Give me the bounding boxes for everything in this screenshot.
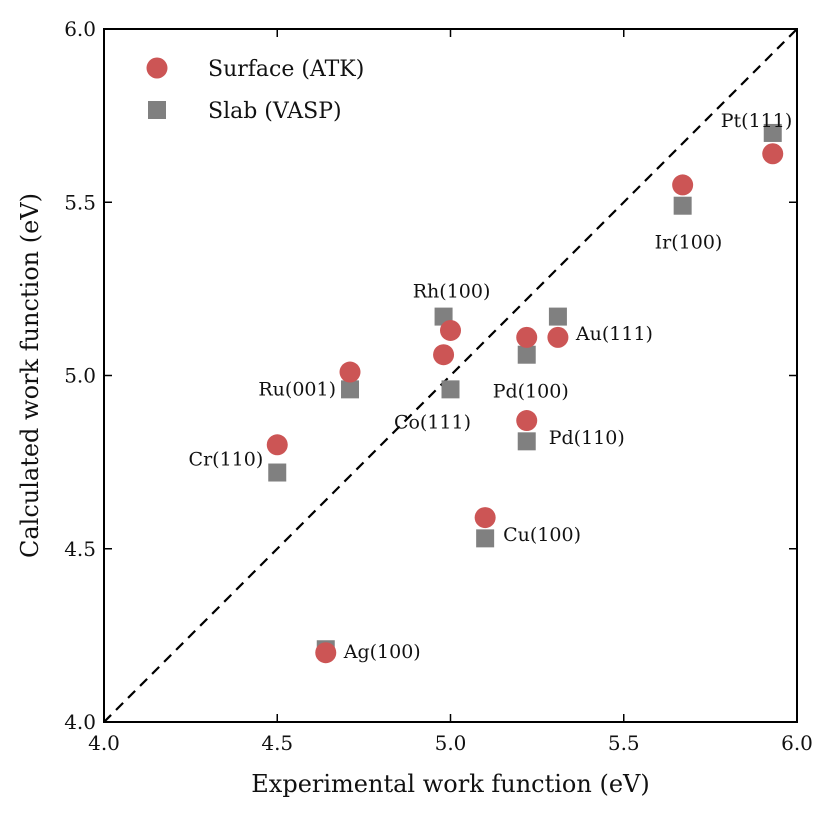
point-label: Cu(100) (503, 524, 581, 546)
slab-vasp-point (268, 463, 287, 482)
slab-vasp-point (517, 345, 536, 364)
surface-atk-point (339, 361, 361, 383)
surface-atk-point (266, 434, 288, 456)
reference-line-y-equals-x (103, 28, 798, 723)
x-tick-label: 4.0 (88, 731, 120, 755)
point-label: Rh(100) (413, 281, 491, 303)
surface-atk-point (672, 174, 694, 196)
legend-slab-vasp-label: Slab (VASP) (208, 99, 342, 124)
point-label: Cr(110) (189, 449, 264, 471)
slab-vasp-point (548, 307, 567, 326)
y-tick-label: 4.5 (64, 537, 96, 561)
point-labels-group: Cr(110) Ag(100) Ru(001) Rh(100) Co(111) Cu(10… (189, 110, 793, 663)
x-tick-label: 5.5 (608, 731, 640, 755)
plot-frame (103, 28, 798, 723)
x-tick-label: 5.0 (435, 731, 467, 755)
point-label: Au(111) (575, 323, 653, 345)
legend-surface-atk-label: Surface (ATK) (208, 57, 364, 82)
slab-vasp-point (476, 529, 495, 548)
ticks-group: 4.0 4.5 5.0 5.5 6.0 4.0 4.5 5.0 5.5 6.0 (64, 17, 813, 755)
surface-atk-point (516, 410, 538, 432)
point-label: Pd(100) (493, 381, 569, 403)
y-tick-label: 4.0 (64, 710, 96, 734)
legend: Surface (ATK) Slab (VASP) (146, 57, 364, 124)
surface-atk-point (762, 143, 784, 165)
surface-atk-point (433, 344, 455, 366)
surface-atk-point (547, 326, 569, 348)
y-axis-title: Calculated work function (eV) (16, 193, 44, 558)
x-axis-title: Experimental work function (eV) (251, 770, 649, 798)
surface-atk-point (440, 319, 461, 341)
x-tick-label: 6.0 (781, 731, 813, 755)
slab-vasp-point (441, 380, 460, 399)
point-label: Ru(001) (258, 378, 336, 400)
surface-atk-point (516, 326, 538, 348)
slab-vasp-point (673, 196, 692, 215)
surface-atk-point (474, 507, 496, 529)
surface-atk-point (315, 642, 337, 664)
point-label: Ag(100) (343, 641, 421, 663)
legend-slab-vasp-marker (148, 101, 166, 119)
data-points-group (266, 123, 784, 664)
x-tick-label: 4.5 (261, 731, 293, 755)
point-label: Co(111) (394, 411, 471, 433)
point-label: Pd(110) (549, 427, 625, 449)
reference-line-group (103, 28, 798, 723)
point-label: Ir(100) (655, 232, 723, 254)
legend-surface-atk-marker (146, 57, 168, 79)
point-label: Pt(111) (721, 110, 793, 132)
slab-vasp-point (763, 123, 782, 142)
y-tick-label: 5.5 (64, 190, 96, 214)
slab-vasp-point (517, 432, 536, 451)
y-tick-label: 6.0 (64, 17, 96, 41)
slab-vasp-point (341, 380, 360, 399)
y-tick-label: 5.0 (64, 364, 96, 388)
